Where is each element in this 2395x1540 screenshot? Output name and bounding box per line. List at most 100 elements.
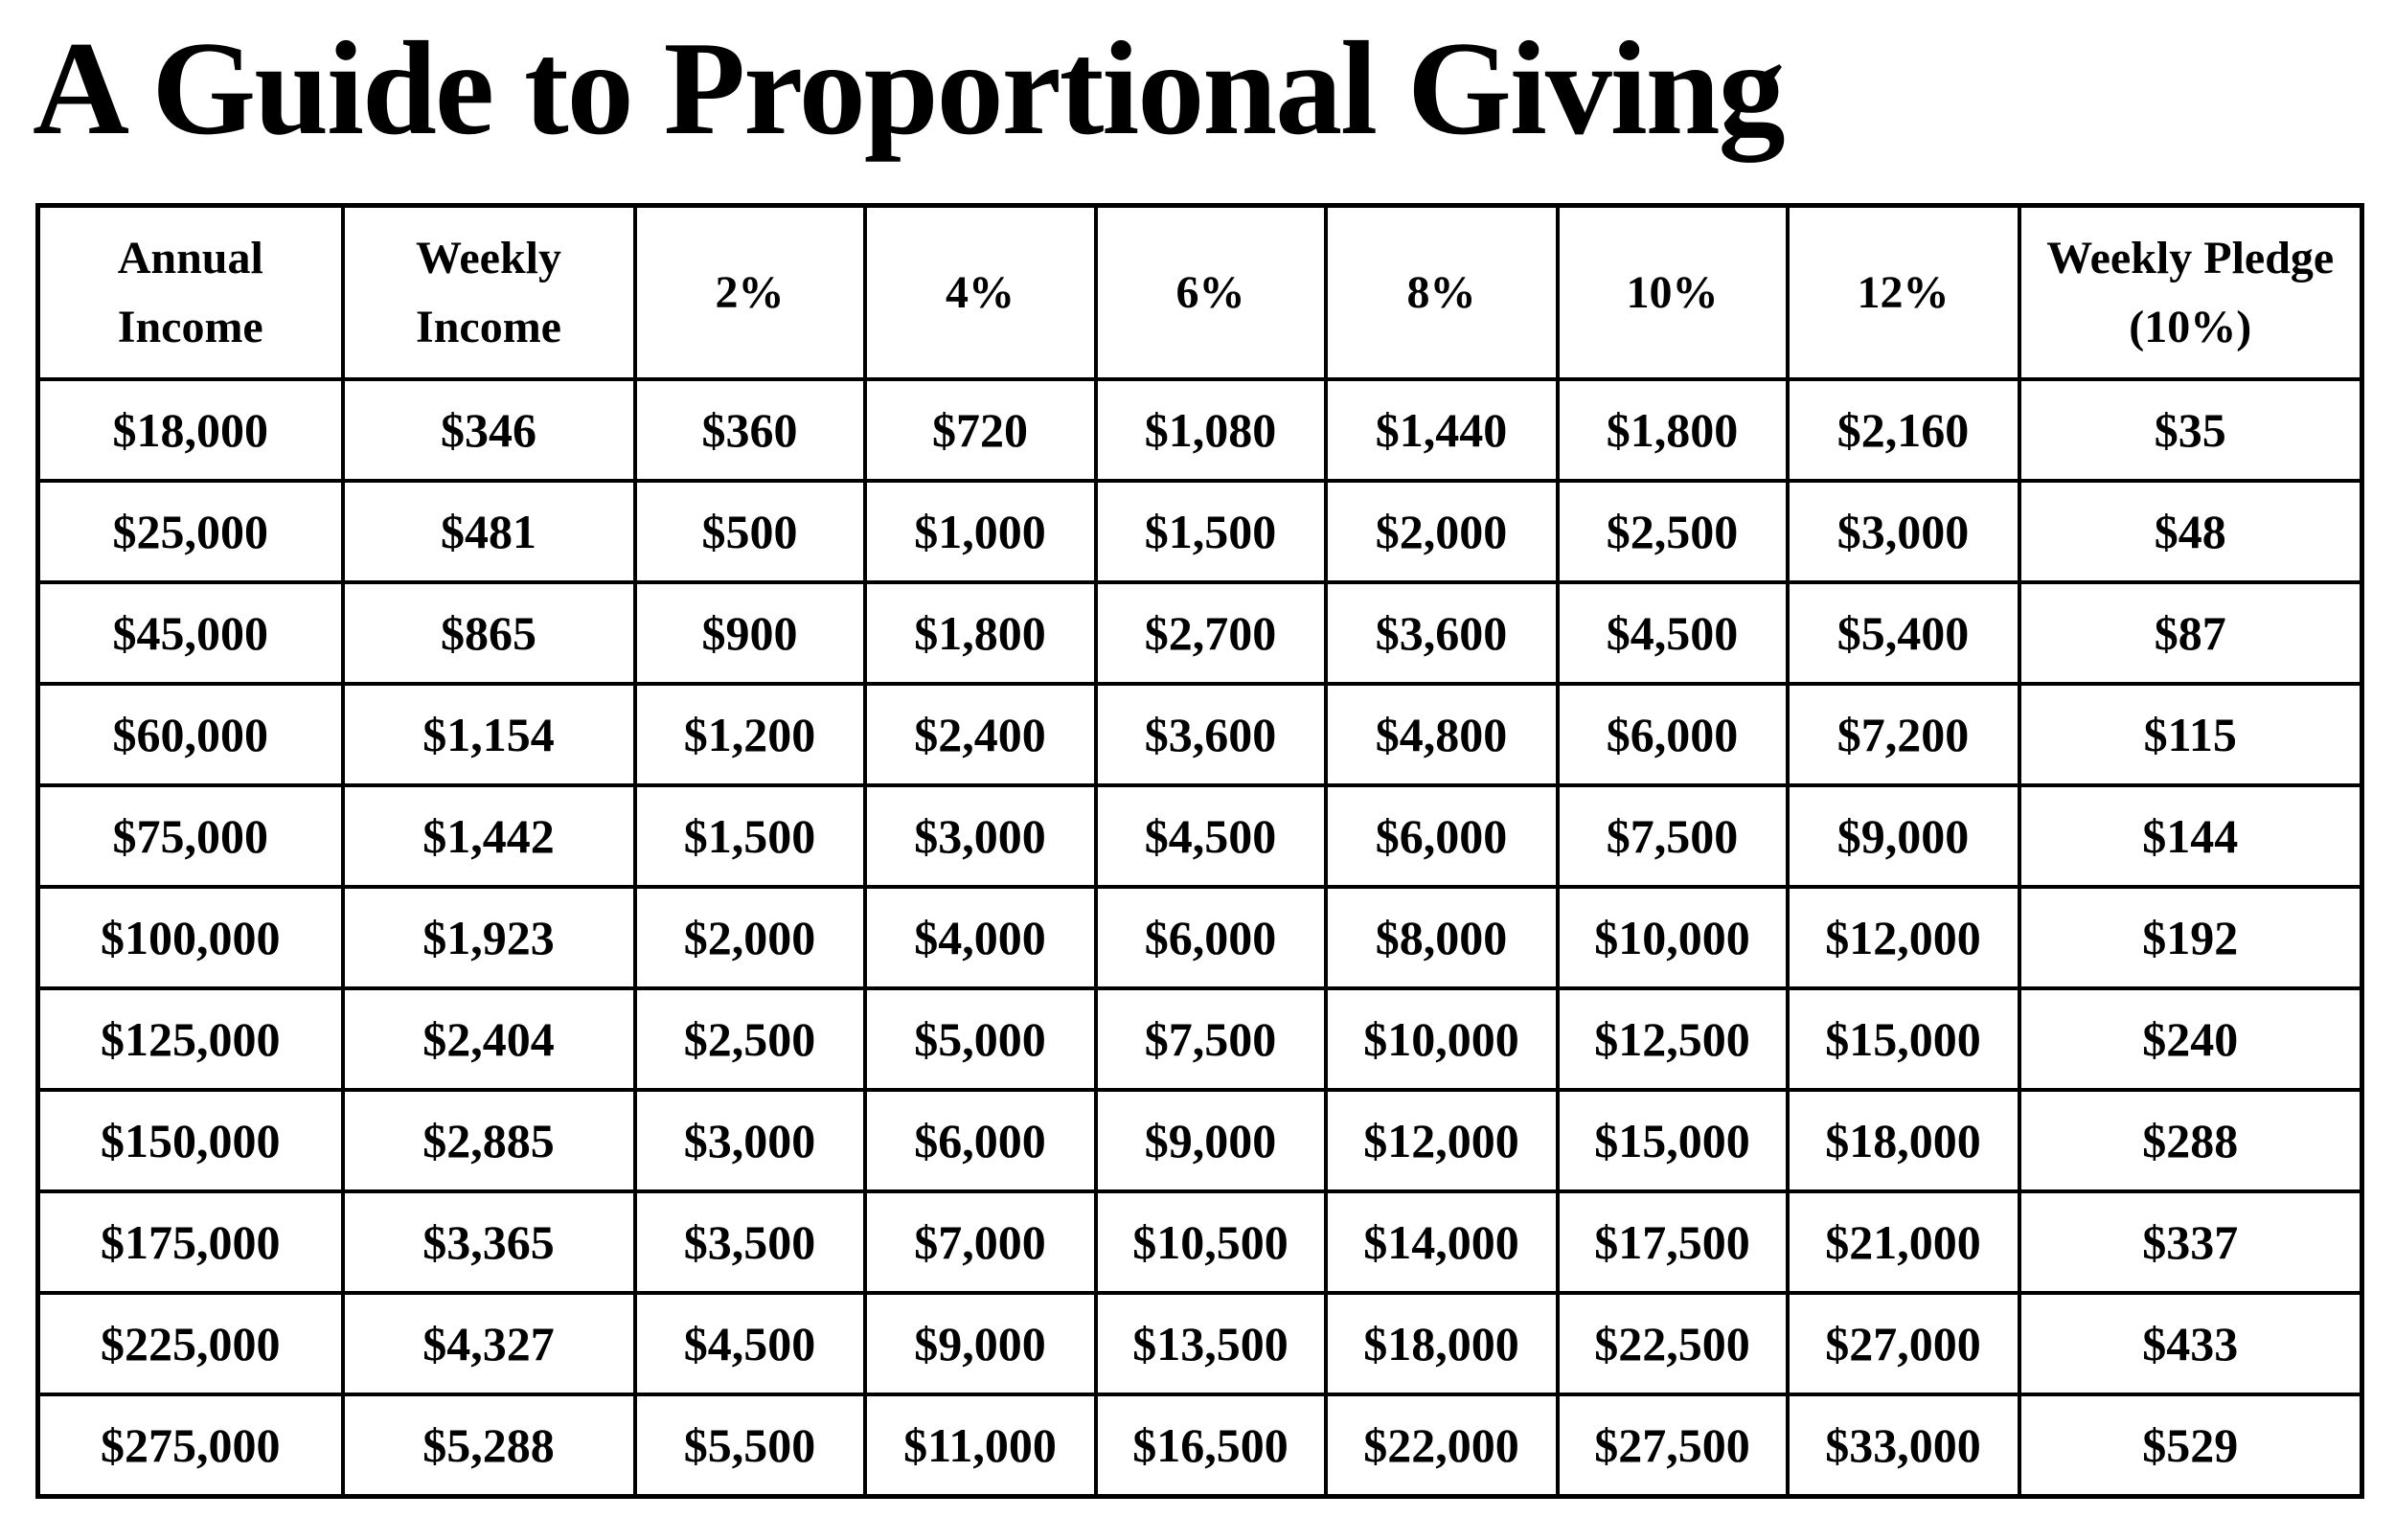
column-header: 12% [1785, 203, 2021, 381]
table-cell: $12,000 [1323, 1088, 1560, 1193]
table-cell: $15,000 [1555, 1088, 1790, 1193]
table-cell: $3,000 [1785, 479, 2021, 584]
column-header-line: Income [416, 301, 561, 352]
table-cell: $13,500 [1093, 1291, 1328, 1396]
table-cell: $225,000 [35, 1291, 345, 1396]
table-cell: $2,000 [1323, 479, 1560, 584]
table-row: $18,000 $346 $360 $720 $1,080 $1,440 $1,800 $2,… [35, 377, 2364, 483]
table-cell: $500 [632, 479, 867, 584]
table-cell: $2,404 [340, 986, 637, 1092]
table-cell: $18,000 [35, 377, 345, 483]
table-cell: $360 [632, 377, 867, 483]
page-title: A Guide to Proportional Giving [33, 14, 1786, 163]
table-cell: $4,800 [1323, 682, 1560, 787]
table-cell: $337 [2017, 1189, 2364, 1295]
table-cell: $1,500 [632, 783, 867, 889]
table-row: $175,000 $3,365 $3,500 $7,000 $10,500 $14,000… [35, 1189, 2364, 1295]
table-cell: $25,000 [35, 479, 345, 584]
column-header: 2% [632, 203, 867, 381]
column-header-line: 12% [1857, 266, 1950, 318]
column-header-line: Income [117, 301, 263, 352]
table-cell: $18,000 [1785, 1088, 2021, 1193]
table-cell: $27,500 [1555, 1393, 1790, 1499]
table-cell: $15,000 [1785, 986, 2021, 1092]
table-cell: $346 [340, 377, 637, 483]
table-cell: $3,500 [632, 1189, 867, 1295]
table-cell: $8,000 [1323, 885, 1560, 990]
table-cell: $144 [2017, 783, 2364, 889]
table-cell: $1,200 [632, 682, 867, 787]
table-cell: $1,500 [1093, 479, 1328, 584]
table-cell: $5,500 [632, 1393, 867, 1499]
column-header-line: 8% [1406, 266, 1476, 318]
table-cell: $18,000 [1323, 1291, 1560, 1396]
table-cell: $275,000 [35, 1393, 345, 1499]
table-cell: $4,500 [632, 1291, 867, 1396]
table-cell: $720 [862, 377, 1098, 483]
table-cell: $1,080 [1093, 377, 1328, 483]
table-cell: $22,000 [1323, 1393, 1560, 1499]
column-header: Weekly Income [340, 203, 637, 381]
table-cell: $35 [2017, 377, 2364, 483]
table-cell: $1,800 [1555, 377, 1790, 483]
table-cell: $4,327 [340, 1291, 637, 1396]
table-cell: $6,000 [1555, 682, 1790, 787]
table-cell: $3,365 [340, 1189, 637, 1295]
table-cell: $1,154 [340, 682, 637, 787]
table-cell: $6,000 [1093, 885, 1328, 990]
table-cell: $2,400 [862, 682, 1098, 787]
column-header-line: Weekly Pledge [2046, 232, 2335, 283]
table-cell: $10,000 [1555, 885, 1790, 990]
column-header-line: Weekly [416, 232, 561, 283]
column-header-line: 6% [1175, 266, 1245, 318]
table-cell: $6,000 [1323, 783, 1560, 889]
table-cell: $48 [2017, 479, 2364, 584]
table-cell: $4,500 [1093, 783, 1328, 889]
table-row: $60,000 $1,154 $1,200 $2,400 $3,600 $4,800 $6,… [35, 682, 2364, 787]
table-cell: $865 [340, 580, 637, 686]
table-cell: $10,500 [1093, 1189, 1328, 1295]
table-cell: $1,442 [340, 783, 637, 889]
table-cell: $115 [2017, 682, 2364, 787]
table-cell: $60,000 [35, 682, 345, 787]
table-cell: $10,000 [1323, 986, 1560, 1092]
table-cell: $529 [2017, 1393, 2364, 1499]
table-cell: $75,000 [35, 783, 345, 889]
column-header-line: Annual [117, 232, 263, 283]
column-header: 10% [1555, 203, 1790, 381]
table-cell: $7,200 [1785, 682, 2021, 787]
table-cell: $12,500 [1555, 986, 1790, 1092]
column-header: 6% [1093, 203, 1328, 381]
table-cell: $6,000 [862, 1088, 1098, 1193]
table-row: $225,000 $4,327 $4,500 $9,000 $13,500 $18,000… [35, 1291, 2364, 1396]
table-cell: $1,000 [862, 479, 1098, 584]
table-cell: $17,500 [1555, 1189, 1790, 1295]
table-cell: $22,500 [1555, 1291, 1790, 1396]
table-cell: $3,000 [632, 1088, 867, 1193]
table-row: $275,000 $5,288 $5,500 $11,000 $16,500 $22,00… [35, 1393, 2364, 1499]
table-cell: $16,500 [1093, 1393, 1328, 1499]
column-header: 4% [862, 203, 1098, 381]
table-cell: $5,288 [340, 1393, 637, 1499]
header-row: Annual Income Weekly Income 2% 4% 6% 8% 10% 12% We… [35, 203, 2364, 381]
table-cell: $33,000 [1785, 1393, 2021, 1499]
table-cell: $3,600 [1323, 580, 1560, 686]
table-cell: $125,000 [35, 986, 345, 1092]
table-cell: $2,500 [1555, 479, 1790, 584]
table-cell: $3,000 [862, 783, 1098, 889]
table-cell: $4,000 [862, 885, 1098, 990]
table-cell: $288 [2017, 1088, 2364, 1193]
table-cell: $27,000 [1785, 1291, 2021, 1396]
table-cell: $11,000 [862, 1393, 1098, 1499]
table-cell: $4,500 [1555, 580, 1790, 686]
table-row: $25,000 $481 $500 $1,000 $1,500 $2,000 $2,500 $… [35, 479, 2364, 584]
column-header: Weekly Pledge (10%) [2017, 203, 2364, 381]
table-row: $100,000 $1,923 $2,000 $4,000 $6,000 $8,000 $1… [35, 885, 2364, 990]
table-cell: $45,000 [35, 580, 345, 686]
column-header-line: 4% [946, 266, 1015, 318]
table-cell: $3,600 [1093, 682, 1328, 787]
table-cell: $100,000 [35, 885, 345, 990]
giving-table: Annual Income Weekly Income 2% 4% 6% 8% 10% 12% We… [35, 203, 2364, 1499]
table-cell: $14,000 [1323, 1189, 1560, 1295]
table-row: $75,000 $1,442 $1,500 $3,000 $4,500 $6,000 $7,… [35, 783, 2364, 889]
